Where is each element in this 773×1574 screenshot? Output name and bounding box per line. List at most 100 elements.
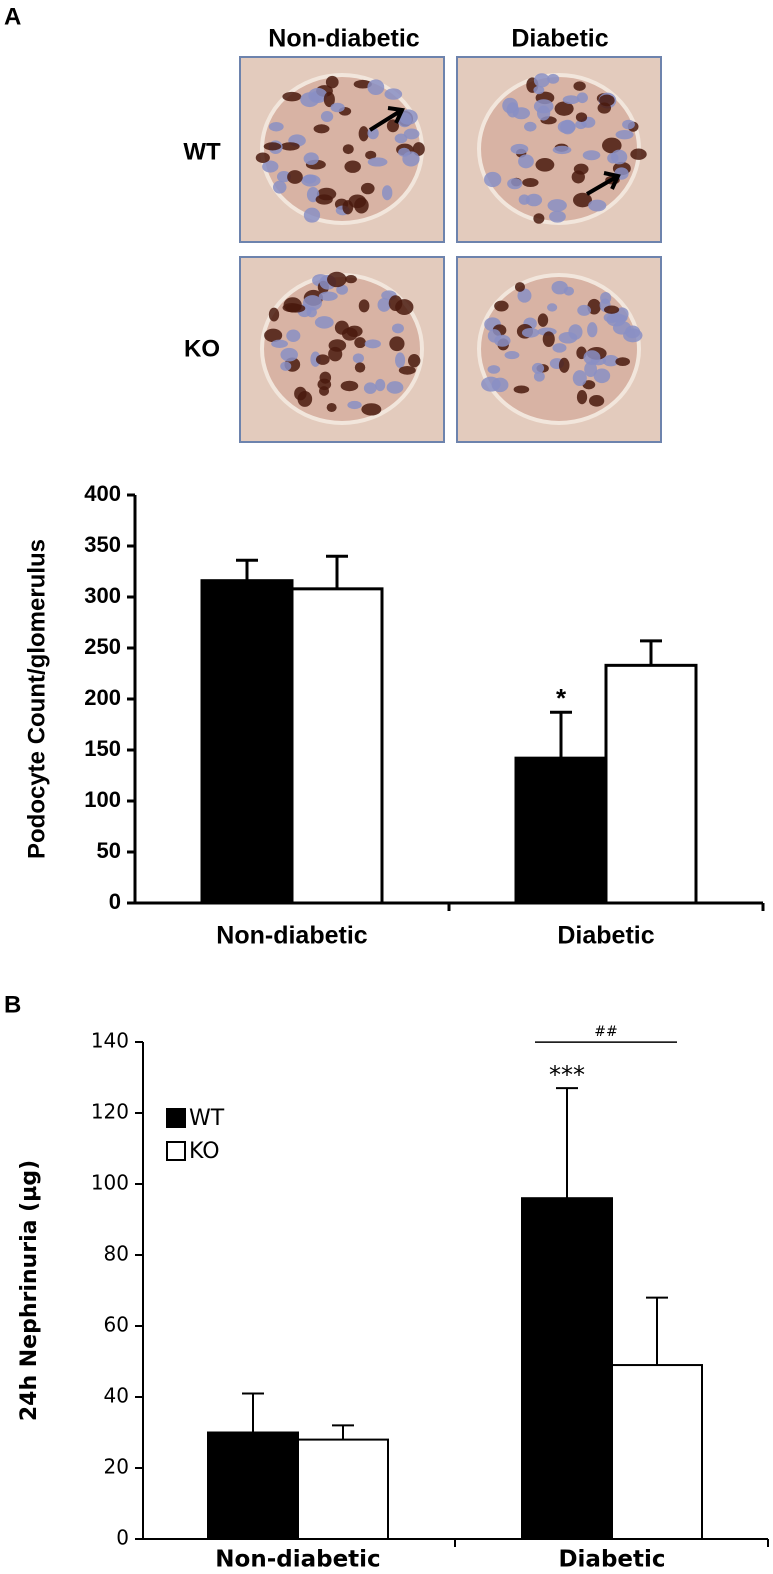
nucleus xyxy=(382,185,393,201)
annotation: *** xyxy=(549,1061,585,1089)
nucleus xyxy=(294,386,307,401)
nucleus xyxy=(522,178,539,188)
bar xyxy=(604,663,698,905)
nucleus xyxy=(602,355,619,367)
nucleus xyxy=(354,337,366,349)
nucleus xyxy=(494,300,509,312)
x-tick-label: Non-diabetic xyxy=(216,922,367,950)
nucleus xyxy=(262,160,279,173)
nucleus xyxy=(384,88,403,100)
x-tick-label: Non-diabetic xyxy=(215,1547,380,1573)
nucleus xyxy=(280,142,300,151)
nucleus xyxy=(377,297,391,312)
nucleus xyxy=(319,371,332,384)
y-tick-label: 200 xyxy=(84,685,121,710)
nucleus xyxy=(263,142,282,151)
nucleus xyxy=(300,92,320,108)
y-tick-label: 350 xyxy=(84,532,121,557)
nucleus xyxy=(536,105,551,121)
nucleus xyxy=(524,121,537,132)
annotation: * xyxy=(556,683,567,713)
nucleus xyxy=(533,85,545,95)
chart: 0 50 100 150 200 250 300 350 400 Podocyte Count/g… xyxy=(23,481,765,950)
nucleus xyxy=(315,194,333,205)
nucleus xyxy=(276,170,291,183)
nucleus xyxy=(487,329,502,343)
legend-label: KO xyxy=(189,1139,220,1164)
nucleus xyxy=(303,152,319,165)
nucleus xyxy=(547,199,567,212)
row-label: KO xyxy=(184,335,220,362)
nucleus xyxy=(510,143,529,155)
nucleus xyxy=(558,357,570,373)
nucleus xyxy=(521,327,540,338)
nucleus xyxy=(588,394,605,407)
nucleus xyxy=(391,323,404,334)
nucleus xyxy=(353,79,372,89)
nucleus xyxy=(412,142,425,156)
nucleus xyxy=(584,361,598,378)
nucleus xyxy=(364,339,381,349)
nucleus xyxy=(622,119,635,130)
y-tick-label: 250 xyxy=(84,634,121,659)
nucleus xyxy=(323,91,335,108)
nucleus xyxy=(575,112,588,123)
nucleus xyxy=(345,274,357,284)
nucleus xyxy=(375,378,386,392)
y-tick-label: 150 xyxy=(84,736,121,761)
legend-swatch xyxy=(166,1108,186,1128)
nucleus xyxy=(576,92,588,104)
nucleus xyxy=(572,192,592,208)
nucleus xyxy=(484,171,502,188)
nucleus xyxy=(533,213,545,224)
nucleus xyxy=(547,303,558,312)
nucleus xyxy=(587,322,598,338)
nucleus xyxy=(537,313,549,327)
bar xyxy=(611,1364,703,1541)
nucleus xyxy=(588,199,607,212)
y-tick-label: 0 xyxy=(109,889,121,914)
nucleus xyxy=(603,312,621,323)
nucleus xyxy=(576,390,588,405)
y-tick-label: 140 xyxy=(91,1029,129,1053)
nucleus xyxy=(630,148,647,160)
nucleus xyxy=(507,178,523,190)
nucleus xyxy=(287,170,303,184)
nucleus xyxy=(320,111,334,123)
micrographs xyxy=(239,56,662,443)
y-tick-label: 60 xyxy=(104,1313,129,1337)
nucleus xyxy=(280,361,292,371)
nucleus xyxy=(407,354,421,368)
nucleus xyxy=(330,102,345,113)
nucleus xyxy=(280,347,298,362)
nucleus xyxy=(342,200,354,215)
nucleus xyxy=(363,382,377,394)
y-tick-label: 0 xyxy=(116,1526,129,1550)
nucleus xyxy=(268,307,280,322)
nucleus xyxy=(271,339,288,348)
nucleus xyxy=(354,197,369,214)
nucleus xyxy=(361,403,382,416)
nucleus xyxy=(286,329,301,342)
y-tick-label: 100 xyxy=(84,787,121,812)
nucleus xyxy=(502,97,519,114)
nucleus xyxy=(398,365,416,375)
nucleus xyxy=(535,157,555,172)
nucleus xyxy=(481,376,501,392)
nucleus xyxy=(328,346,343,362)
panel-label: B xyxy=(4,991,21,1018)
y-tick-label: 300 xyxy=(84,583,121,608)
nucleus xyxy=(318,386,330,396)
y-tick-label: 100 xyxy=(91,1171,129,1195)
row-label: WT xyxy=(183,138,221,165)
nucleus xyxy=(365,150,377,160)
nucleus xyxy=(386,381,404,394)
nucleus xyxy=(583,350,601,365)
nucleus xyxy=(568,324,583,340)
nucleus xyxy=(504,351,520,360)
nucleus xyxy=(597,102,612,114)
nucleus xyxy=(360,182,375,195)
y-axis-label: 24h Nephrinuria (µg) xyxy=(17,1160,42,1421)
nucleus xyxy=(573,163,589,175)
nucleus xyxy=(303,207,321,223)
